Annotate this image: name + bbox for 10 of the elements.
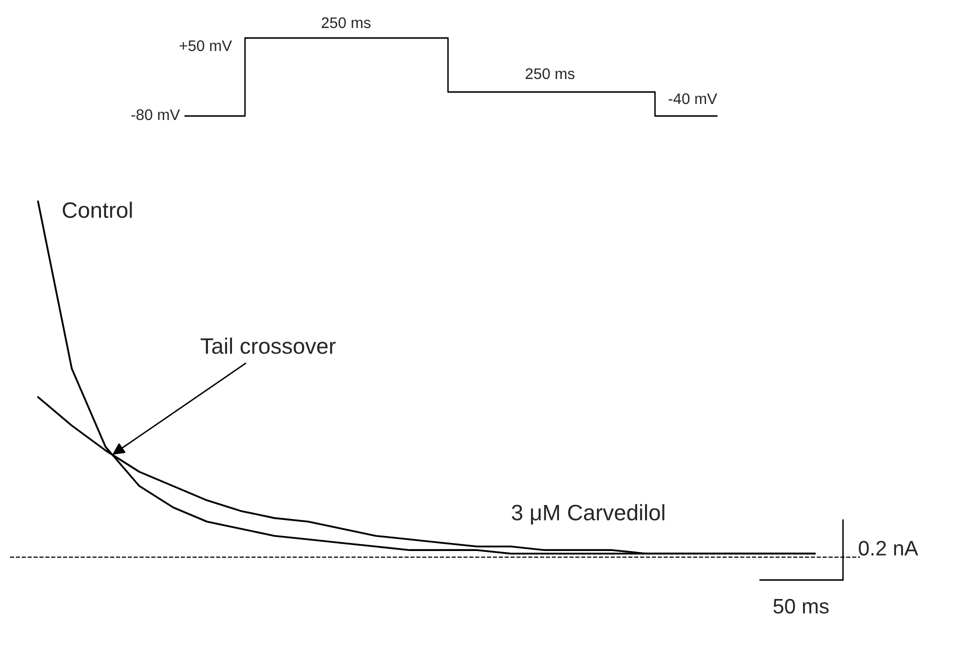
text: 50 ms xyxy=(773,598,829,614)
text: +50 mV xyxy=(180,40,232,52)
annotation: 0.2 nA xyxy=(858,540,918,556)
annotation: Tail crossover xyxy=(200,338,336,354)
text: -40 mV xyxy=(668,93,718,104)
text: 250 ms xyxy=(322,17,370,28)
series-label: Control xyxy=(62,202,132,218)
text: -80 mV xyxy=(131,109,180,120)
text: 250 ms xyxy=(526,68,574,80)
series-label: 3 μM Carvedilol xyxy=(512,504,664,525)
